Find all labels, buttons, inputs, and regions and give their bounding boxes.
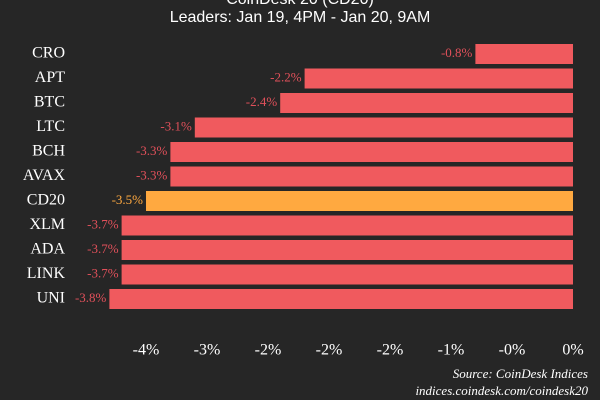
x-tick-label: -1% [438, 342, 465, 359]
y-tick-label: UNI [37, 290, 65, 307]
y-tick-label: APT [35, 69, 65, 86]
y-tick-label: AVAX [23, 167, 66, 184]
value-label: -3.8% [75, 290, 107, 305]
x-tick-label: -4% [133, 342, 160, 359]
y-tick-label: BTC [34, 94, 65, 111]
chart-subtitle: Leaders: Jan 19, 4PM - Jan 20, 9AM [170, 9, 431, 26]
value-label: -0.8% [441, 45, 473, 60]
y-tick-label: XLM [29, 216, 65, 233]
y-tick-label: LINK [27, 265, 66, 282]
value-label: -3.3% [136, 167, 168, 182]
x-tick-label: -0% [499, 342, 526, 359]
bar [304, 68, 573, 89]
value-label: -3.3% [136, 143, 168, 158]
x-tick-label: -2% [377, 342, 404, 359]
bar [109, 289, 574, 309]
value-label: -3.1% [160, 118, 192, 133]
y-tick-label: ADA [30, 241, 65, 258]
x-tick-label: 0% [562, 342, 583, 359]
bar [121, 215, 573, 236]
y-tick-label: BCH [32, 143, 65, 160]
bar [170, 142, 573, 162]
bar [194, 117, 574, 138]
value-label: -2.2% [270, 69, 302, 84]
source-url: indices.coindesk.com/coindesk20 [415, 383, 588, 398]
y-tick-label: CRO [32, 45, 65, 62]
y-tick-label: LTC [36, 118, 65, 135]
bar [121, 240, 573, 260]
bar [146, 191, 573, 211]
bar [170, 166, 573, 187]
value-label: -3.7% [87, 241, 119, 256]
value-label: -3.7% [87, 265, 119, 280]
value-label: -2.4% [246, 94, 278, 109]
y-tick-label: CD20 [27, 192, 65, 209]
bar [280, 93, 573, 113]
bar [121, 264, 573, 285]
x-tick-label: -2% [255, 342, 282, 359]
value-label: -3.7% [87, 216, 119, 231]
x-tick-label: -2% [316, 342, 343, 359]
source: Source: CoinDesk Indices [453, 366, 588, 381]
chart-title: CoinDesk 20 (CD20) [226, 0, 374, 8]
value-label: -3.5% [112, 192, 144, 207]
bar [475, 44, 573, 64]
x-tick-label: -3% [194, 342, 221, 359]
